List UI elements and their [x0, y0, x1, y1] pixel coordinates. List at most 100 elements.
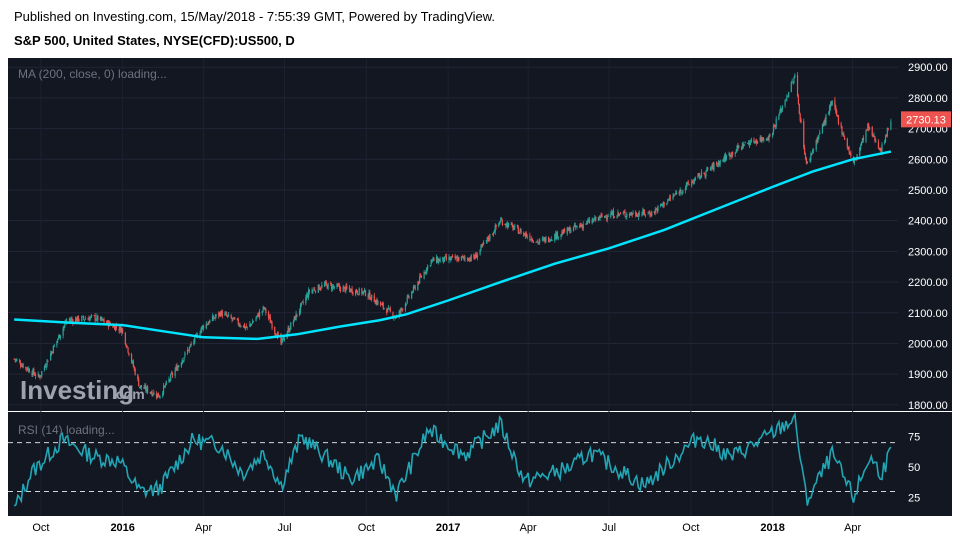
candle-body [850, 153, 852, 156]
candle-body [245, 326, 247, 328]
candle-body [886, 127, 888, 137]
candle-body [445, 256, 447, 260]
candle-body [338, 285, 340, 287]
candle-body [308, 290, 311, 292]
candle-body [220, 310, 222, 316]
candle-body [841, 126, 843, 134]
candle-body [828, 106, 831, 114]
candle-body [582, 224, 584, 229]
candle-body [300, 302, 303, 305]
candle-body [842, 134, 844, 136]
candle-body [674, 194, 676, 196]
candle-body [153, 392, 155, 395]
candle-body [706, 168, 708, 172]
candle-body [380, 304, 383, 306]
candle-body [750, 138, 752, 142]
candle-body [557, 236, 559, 238]
candle-body [414, 286, 416, 290]
rsi-series [13, 411, 892, 507]
candle-body [58, 335, 60, 339]
candle-body [481, 244, 483, 247]
candle-body [499, 219, 502, 222]
rsi-indicator-label[interactable]: RSI (14) loading... [18, 423, 115, 437]
candle-body [700, 171, 703, 178]
candle-body [296, 314, 298, 316]
candle-body [461, 256, 463, 258]
candle-body [171, 373, 174, 376]
candle-body [756, 141, 759, 144]
candle-body [281, 338, 283, 344]
candle-body [299, 310, 301, 315]
candle-body [536, 241, 538, 243]
candle-body [722, 159, 724, 161]
candle-body [698, 173, 700, 175]
candle-body [810, 153, 812, 160]
candle-body [212, 316, 214, 319]
candle-body [133, 366, 135, 369]
candle-body [768, 134, 770, 140]
candle-body [282, 337, 284, 340]
candle-body [370, 298, 372, 300]
candle-body [723, 159, 725, 161]
candle-body [344, 287, 346, 292]
candle-body [113, 325, 115, 328]
price-tick-label: 2200.00 [908, 277, 948, 289]
candle-body [749, 143, 752, 145]
candle-body [787, 95, 789, 97]
candle-body [433, 258, 435, 261]
candle-series [13, 72, 892, 400]
candle-body [570, 230, 572, 233]
candle-body [407, 295, 409, 297]
candle-body [668, 197, 671, 201]
candle-body [218, 313, 220, 316]
candle-body [629, 213, 631, 215]
candle-body [542, 238, 544, 240]
last-price-badge [901, 111, 951, 128]
candle-body [451, 256, 453, 259]
candle-body [525, 233, 527, 237]
candle-body [788, 92, 790, 98]
candle-body [45, 365, 47, 368]
candle-body [312, 289, 314, 292]
candle-body [815, 140, 817, 150]
candle-body [361, 288, 363, 294]
watermark-suffix: .com [112, 386, 145, 402]
candle-body [732, 151, 734, 155]
candle-body [128, 352, 130, 355]
candle-body [730, 156, 732, 158]
candle-body [226, 314, 228, 316]
candle-body [825, 114, 827, 124]
candle-body [624, 212, 626, 216]
candle-body [510, 223, 512, 225]
candle-body [865, 129, 867, 142]
candle-body [375, 300, 377, 305]
candle-body [793, 77, 795, 83]
candle-body [157, 392, 159, 397]
candle-body [46, 359, 48, 365]
candle-body [424, 272, 426, 274]
candle-body [669, 197, 671, 199]
candle-body [187, 349, 190, 351]
price-axis-background [898, 58, 952, 516]
candle-body [860, 141, 863, 146]
candle-body [144, 385, 146, 389]
candle-body [76, 316, 78, 322]
candle-body [50, 353, 52, 361]
candle-body [498, 223, 500, 227]
candle-body [573, 224, 575, 227]
ma-indicator-label[interactable]: MA (200, close, 0) loading... [18, 67, 167, 81]
candle-body [31, 372, 33, 376]
candle-body [537, 240, 539, 243]
candle-body [386, 309, 388, 313]
candle-body [644, 211, 646, 215]
candle-body [784, 100, 786, 106]
candle-body [234, 318, 236, 320]
candle-body [576, 226, 578, 228]
candle-body [631, 214, 633, 216]
candle-body [431, 259, 433, 261]
candle-body [283, 337, 285, 341]
candle-body [311, 290, 313, 293]
candle-body [259, 311, 261, 317]
candle-body [420, 276, 423, 278]
